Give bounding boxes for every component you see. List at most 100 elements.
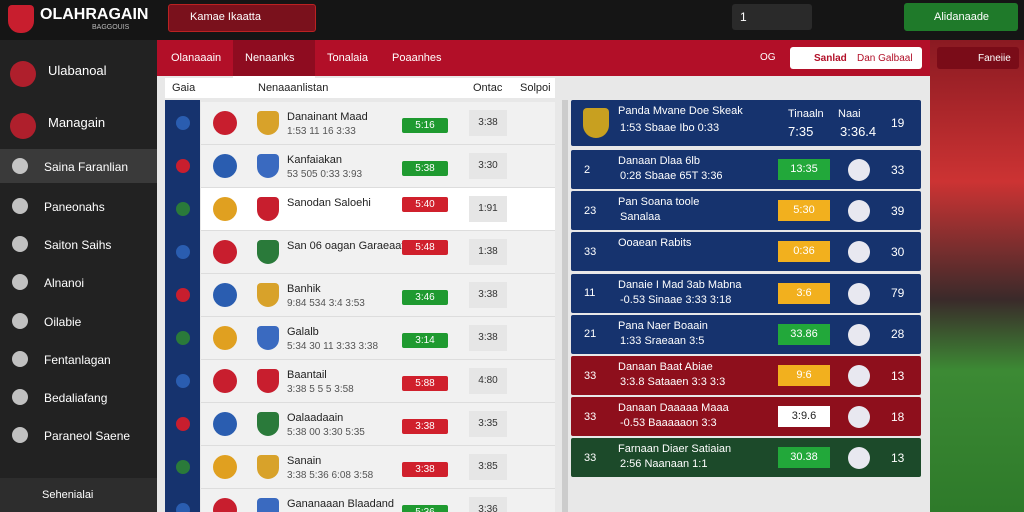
action-sub[interactable]: Dan Galbaal xyxy=(857,53,913,64)
sidebar-item[interactable]: Saina Faranlian xyxy=(44,160,129,174)
row-icon xyxy=(176,288,190,302)
price[interactable]: 4:80 xyxy=(469,368,507,394)
team-logo xyxy=(257,197,279,221)
card-line: Sanalaa xyxy=(620,211,661,224)
price[interactable]: 3:38 xyxy=(469,282,507,308)
card-right: 39 xyxy=(891,203,905,218)
sidebar-item[interactable]: Alnanoi xyxy=(44,276,85,290)
card-title[interactable]: Pan Soana toole xyxy=(618,196,700,209)
card-title[interactable]: Panda Mvane Doe Skeak xyxy=(618,105,743,117)
card-title[interactable]: Danaan Daaaaa Maaa xyxy=(618,402,729,415)
card-odds[interactable]: 5:30 xyxy=(778,200,830,222)
sidebar-footer xyxy=(0,478,157,512)
right-btn xyxy=(937,47,1019,69)
sidebar-item[interactable]: Paneonahs xyxy=(44,200,105,214)
sidebar-icon xyxy=(12,158,28,174)
row-icon xyxy=(176,417,190,431)
card-right: 13 xyxy=(891,450,905,465)
price[interactable]: 3:35 xyxy=(469,411,507,437)
team-logo xyxy=(213,326,237,350)
odds[interactable]: 3:38 xyxy=(402,462,448,477)
row-name[interactable]: Banhik xyxy=(287,283,321,295)
sidebar-item[interactable]: Oilabie xyxy=(44,315,82,329)
card-title[interactable]: Danaan Baat Abiae xyxy=(618,361,713,373)
team-logo xyxy=(257,369,279,393)
odds[interactable]: 5:48 xyxy=(402,240,448,255)
row-name[interactable]: Danainant Maad xyxy=(287,111,368,123)
card xyxy=(571,100,921,146)
row-line: 3:38 5 5 5 3:58 xyxy=(287,384,354,395)
card-title[interactable]: Farnaan Diaer Satiaian xyxy=(618,443,732,456)
row-name[interactable]: Sanain xyxy=(287,455,322,467)
row-line: 3:38 5:36 6:08 3:58 xyxy=(287,470,374,481)
team-logo xyxy=(213,197,237,221)
price[interactable]: 1:38 xyxy=(469,239,507,265)
card-odds[interactable]: 3:9.6 xyxy=(778,406,830,428)
right-btn-text[interactable]: Faneiie xyxy=(978,53,1011,64)
card-odds[interactable]: 30.38 xyxy=(778,447,830,469)
user-text[interactable]: Alidanaade xyxy=(934,11,990,23)
row-icon xyxy=(176,159,190,173)
tab[interactable]: Nenaanks xyxy=(245,52,295,64)
card-odds[interactable]: 9:6 xyxy=(778,365,830,386)
price[interactable]: 3:85 xyxy=(469,454,507,480)
odds[interactable]: 5:40 xyxy=(402,197,448,212)
sidebar-item[interactable]: Paraneol Saene xyxy=(44,429,131,443)
sidebar-item[interactable]: Fentanlagan xyxy=(44,353,111,367)
logo-icon xyxy=(8,5,34,33)
row-icon xyxy=(176,202,190,216)
card-odds2[interactable]: 3:36.4 xyxy=(840,124,877,139)
card-right: 33 xyxy=(891,162,905,177)
column-header: Gaia xyxy=(172,82,196,94)
search xyxy=(168,4,316,32)
card-odds[interactable]: 33.86 xyxy=(778,323,830,345)
card-title[interactable]: Pana Naer Boaain xyxy=(618,319,708,332)
sidebar-item[interactable]: Ulabanoal xyxy=(48,63,107,78)
search-text[interactable]: Kamae Ikaatta xyxy=(190,11,261,23)
price[interactable]: 3:36 xyxy=(469,497,507,512)
sidebar-item[interactable]: Bedaliafang xyxy=(44,391,108,405)
row xyxy=(201,489,555,512)
scrollbar xyxy=(562,100,568,512)
sidebar-item[interactable]: Saiton Saihs xyxy=(44,238,112,252)
card-odds[interactable]: 0:36 xyxy=(778,241,830,263)
odds[interactable]: 5:88 xyxy=(402,376,448,391)
top-bar xyxy=(0,0,1024,40)
row-name[interactable]: Kanfaiakan xyxy=(287,154,343,166)
sidebar-icon xyxy=(12,389,28,405)
sidebar-footer-text[interactable]: Sehenialai xyxy=(42,489,94,501)
odds[interactable]: 5:16 xyxy=(402,118,448,133)
card-title[interactable]: Danaan Dlaa 6lb xyxy=(618,155,700,167)
card-logo xyxy=(583,108,609,138)
card-title[interactable]: Ooaean Rabits xyxy=(618,237,692,250)
odds[interactable]: 3:46 xyxy=(402,290,448,305)
card-odds[interactable]: 13:35 xyxy=(778,159,830,180)
card-logo xyxy=(848,323,870,346)
price[interactable]: 3:38 xyxy=(469,325,507,351)
row-name[interactable]: San 06 oagan Garaeaato xyxy=(287,240,411,252)
card-odds[interactable]: 7:35 xyxy=(788,124,814,139)
price[interactable]: 3:30 xyxy=(469,153,507,179)
card-title[interactable]: Danaie I Mad 3ab Mabna xyxy=(618,278,742,291)
user xyxy=(904,3,1018,31)
row-name[interactable]: Oalaadaain xyxy=(287,412,344,424)
odds[interactable]: 3:14 xyxy=(402,333,448,348)
price[interactable]: 1:91 xyxy=(469,196,507,222)
odds[interactable]: 5:36 xyxy=(402,505,448,512)
row-name[interactable]: Sanodan Saloehi xyxy=(287,197,371,209)
odds[interactable]: 3:38 xyxy=(402,419,448,434)
row-name[interactable]: Galalb xyxy=(287,326,319,338)
tab[interactable]: Olanaaain xyxy=(171,52,222,64)
tab[interactable]: Poaanhes xyxy=(392,52,442,64)
row-name[interactable]: Baantail xyxy=(287,369,327,381)
price[interactable]: 3:38 xyxy=(469,110,507,136)
row-name[interactable]: Gananaaan Blaadand xyxy=(287,498,395,510)
sidebar-icon xyxy=(12,313,28,329)
odds[interactable]: 5:38 xyxy=(402,161,448,176)
tab[interactable]: Tonalaia xyxy=(327,52,368,64)
card-logo xyxy=(848,241,870,264)
card-odds[interactable]: 3:6 xyxy=(778,282,830,304)
sidebar-item[interactable]: Managain xyxy=(48,115,106,130)
sidebar-icon xyxy=(12,351,28,367)
action[interactable]: Sanlad xyxy=(814,53,847,64)
